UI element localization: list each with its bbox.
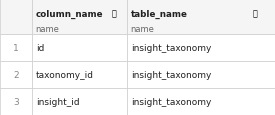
Text: id: id: [36, 43, 44, 52]
Bar: [126, 88, 275, 115]
Bar: [126, 34, 275, 61]
Bar: [32, 34, 127, 61]
Text: taxonomy_id: taxonomy_id: [36, 70, 94, 79]
Text: name: name: [36, 25, 60, 34]
Text: 🔒: 🔒: [111, 10, 116, 19]
Bar: [0, 0, 32, 34]
Text: insight_id: insight_id: [36, 97, 79, 106]
Bar: [126, 0, 275, 34]
Bar: [32, 61, 127, 88]
Text: insight_taxonomy: insight_taxonomy: [131, 97, 211, 106]
Bar: [126, 61, 275, 88]
Bar: [0, 34, 32, 61]
Bar: [32, 0, 127, 34]
Text: column_name: column_name: [36, 10, 103, 19]
Text: 2: 2: [13, 70, 19, 79]
Bar: [32, 88, 127, 115]
Text: 🔒: 🔒: [253, 10, 258, 19]
Bar: [0, 88, 32, 115]
Text: 1: 1: [13, 43, 19, 52]
Text: 3: 3: [13, 97, 19, 106]
Text: name: name: [131, 25, 155, 34]
Text: insight_taxonomy: insight_taxonomy: [131, 43, 211, 52]
Bar: [0, 61, 32, 88]
Text: insight_taxonomy: insight_taxonomy: [131, 70, 211, 79]
Text: table_name: table_name: [131, 10, 188, 19]
